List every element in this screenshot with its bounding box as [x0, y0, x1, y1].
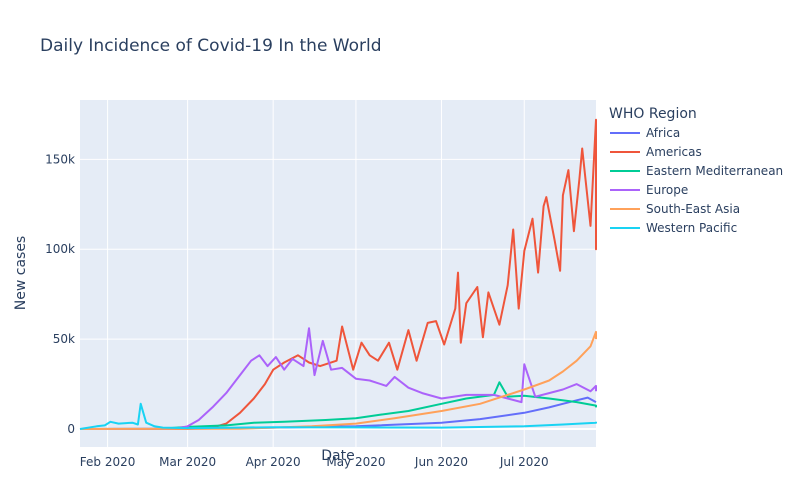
- legend-item[interactable]: Americas: [610, 145, 702, 159]
- legend: WHO Region Africa Americas Eastern Mediter…: [609, 106, 783, 235]
- legend-item[interactable]: South-East Asia: [610, 202, 740, 216]
- y-tick-label: 50k: [53, 332, 75, 346]
- series-line-americas[interactable]: [79, 118, 597, 430]
- legend-title: WHO Region: [609, 106, 697, 122]
- legend-label: South-East Asia: [646, 202, 740, 216]
- legend-item[interactable]: Africa: [610, 126, 680, 140]
- tick-labels: 0 50k 100k 150k Feb 2020 Mar 2020 Apr 2020 May …: [45, 152, 549, 469]
- y-tick-label: 150k: [45, 152, 75, 166]
- series-layer: [79, 118, 597, 430]
- series-line-western-pacific[interactable]: [79, 402, 597, 430]
- x-tick-label: Apr 2020: [246, 455, 301, 469]
- x-tick-label: Jun 2020: [414, 455, 468, 469]
- chart-title: Daily Incidence of Covid-19 In the World: [40, 36, 382, 56]
- x-axis-label: Date: [321, 448, 354, 464]
- series-line-europe[interactable]: [79, 327, 597, 430]
- x-tick-label: Feb 2020: [80, 455, 136, 469]
- legend-item[interactable]: Eastern Mediterranean: [610, 164, 783, 178]
- legend-label: Eastern Mediterranean: [646, 164, 783, 178]
- y-axis-label: New cases: [13, 236, 29, 310]
- series-line-eastern-mediterranean[interactable]: [79, 381, 597, 430]
- x-tick-label: Jul 2020: [499, 455, 549, 469]
- legend-label: Americas: [646, 145, 702, 159]
- legend-label: Europe: [646, 183, 688, 197]
- legend-items: Africa Americas Eastern Mediterranean Europ…: [610, 126, 783, 235]
- legend-label: Western Pacific: [646, 221, 737, 235]
- x-tick-label: Mar 2020: [159, 455, 216, 469]
- legend-item[interactable]: Europe: [610, 183, 688, 197]
- legend-label: Africa: [646, 126, 680, 140]
- y-tick-label: 0: [67, 422, 75, 436]
- x-tick-label: May 2020: [326, 455, 385, 469]
- plot-area[interactable]: [80, 100, 596, 447]
- legend-item[interactable]: Western Pacific: [610, 221, 737, 235]
- y-tick-label: 100k: [45, 242, 75, 256]
